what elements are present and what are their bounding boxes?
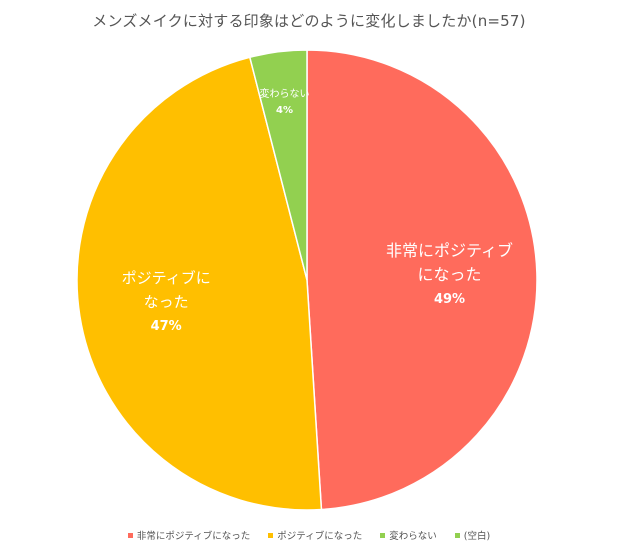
- pie-slice-0: [306, 49, 538, 511]
- slice-percent-label: 49%: [434, 292, 465, 307]
- pie-slices: [76, 49, 538, 511]
- slice-category-label: なった: [144, 293, 189, 311]
- legend-label: ポジティブになった: [277, 531, 363, 542]
- slice-percent-label: 47%: [151, 319, 182, 334]
- legend-item: (空白): [454, 528, 491, 542]
- slice-category-label: ポジティブに: [122, 269, 211, 287]
- legend-swatch: [454, 532, 460, 538]
- slice-percent-label: 4%: [276, 105, 293, 116]
- legend-label: (空白): [463, 531, 491, 542]
- pie-slice-1: [76, 56, 323, 511]
- legend-label: 非常にポジティブになった: [136, 531, 251, 542]
- slice-category-label: 変わらない: [260, 87, 310, 100]
- legend-swatch: [127, 532, 133, 538]
- legend-item: 変わらない: [380, 528, 437, 542]
- legend: 非常にポジティブになった ポジティブになった 変わらない (空白): [0, 528, 618, 542]
- slice-label-0: 非常にポジティブになった 49%: [386, 241, 513, 307]
- slice-category-label: 非常にポジティブ: [386, 241, 513, 260]
- legend-swatch: [268, 532, 274, 538]
- slice-label-1: ポジティブになった 47%: [122, 269, 211, 334]
- chart-title: メンズメイクに対する印象はどのように変化しましたか(n=57): [92, 12, 526, 30]
- slice-category-label: になった: [418, 265, 482, 284]
- legend-item: 非常にポジティブになった: [127, 528, 251, 542]
- pie-labels: 非常にポジティブになった 49% ポジティブになった 47% 変わらない 4%: [122, 87, 513, 334]
- legend-label: 変わらない: [389, 531, 437, 542]
- slice-label-2: 変わらない 4%: [260, 87, 310, 116]
- legend-swatch: [380, 532, 386, 538]
- pie-slice-2: [248, 49, 308, 281]
- legend-item: ポジティブになった: [268, 528, 362, 542]
